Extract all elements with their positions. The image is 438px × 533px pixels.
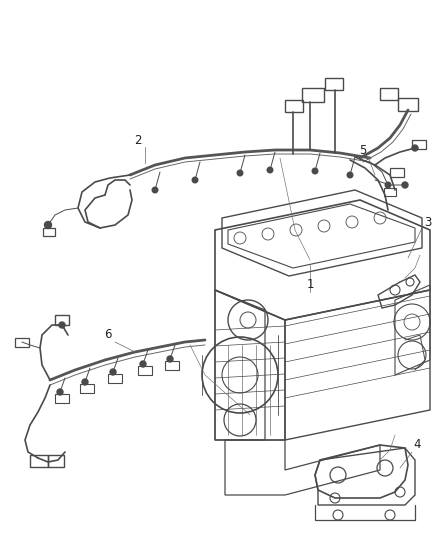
Circle shape bbox=[57, 389, 63, 395]
Text: 3: 3 bbox=[424, 216, 432, 230]
Circle shape bbox=[110, 369, 116, 375]
Bar bbox=[165, 361, 179, 370]
Bar bbox=[80, 384, 94, 393]
Bar bbox=[380, 88, 398, 100]
Bar bbox=[398, 98, 418, 111]
Text: 6: 6 bbox=[104, 328, 112, 342]
Circle shape bbox=[312, 168, 318, 174]
Bar bbox=[384, 188, 396, 196]
Circle shape bbox=[412, 145, 418, 151]
Text: 5: 5 bbox=[359, 143, 367, 157]
Bar bbox=[138, 366, 152, 375]
Bar bbox=[15, 338, 29, 347]
Bar bbox=[30, 455, 48, 467]
Bar bbox=[390, 168, 404, 177]
Circle shape bbox=[167, 356, 173, 362]
Circle shape bbox=[82, 379, 88, 385]
Bar bbox=[55, 394, 69, 403]
Text: 1: 1 bbox=[306, 279, 314, 292]
Circle shape bbox=[267, 167, 273, 173]
Circle shape bbox=[59, 322, 65, 328]
Bar bbox=[55, 315, 69, 325]
Text: 2: 2 bbox=[134, 133, 142, 147]
Bar bbox=[285, 100, 303, 112]
Bar bbox=[108, 374, 122, 383]
Bar bbox=[48, 455, 64, 467]
Circle shape bbox=[385, 182, 391, 188]
Circle shape bbox=[140, 361, 146, 367]
Bar bbox=[412, 140, 426, 149]
Circle shape bbox=[152, 187, 158, 193]
Bar bbox=[325, 78, 343, 90]
Bar bbox=[43, 228, 55, 236]
Circle shape bbox=[192, 177, 198, 183]
Circle shape bbox=[237, 170, 243, 176]
Text: 4: 4 bbox=[413, 439, 421, 451]
Circle shape bbox=[45, 222, 52, 229]
Circle shape bbox=[347, 172, 353, 178]
Circle shape bbox=[402, 182, 408, 188]
Bar bbox=[302, 88, 324, 102]
